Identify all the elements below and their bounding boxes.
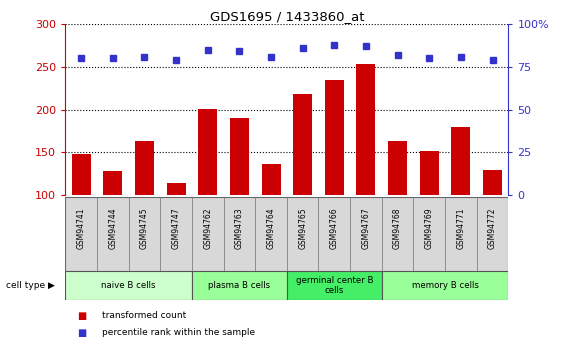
Bar [483,170,502,280]
Bar [135,141,154,280]
FancyBboxPatch shape [350,197,382,271]
FancyBboxPatch shape [192,271,287,300]
FancyBboxPatch shape [65,271,192,300]
FancyBboxPatch shape [255,197,287,271]
Text: GSM94768: GSM94768 [393,208,402,249]
Bar [388,141,407,280]
Text: GSM94772: GSM94772 [488,208,497,249]
Bar [230,118,249,280]
Bar [420,151,438,280]
FancyBboxPatch shape [65,197,97,271]
Text: GSM94766: GSM94766 [330,208,339,249]
Bar [357,64,375,280]
Text: ■: ■ [77,328,86,338]
FancyBboxPatch shape [192,197,224,271]
Bar [166,183,186,280]
Text: GSM94764: GSM94764 [266,208,275,249]
FancyBboxPatch shape [382,197,414,271]
FancyBboxPatch shape [224,197,255,271]
Text: GSM94741: GSM94741 [77,208,86,249]
Text: GSM94765: GSM94765 [298,208,307,249]
Bar [293,94,312,280]
Bar [103,171,122,280]
Text: GSM94769: GSM94769 [425,208,434,249]
Text: ■: ■ [77,311,86,321]
Bar [72,154,91,280]
Text: cell type ▶: cell type ▶ [6,281,55,290]
FancyBboxPatch shape [287,197,319,271]
FancyBboxPatch shape [414,197,445,271]
Text: memory B cells: memory B cells [412,281,478,290]
FancyBboxPatch shape [160,197,192,271]
FancyBboxPatch shape [477,197,508,271]
FancyBboxPatch shape [287,271,382,300]
Text: percentile rank within the sample: percentile rank within the sample [102,328,256,337]
Text: GSM94745: GSM94745 [140,208,149,249]
Text: transformed count: transformed count [102,311,186,320]
Bar [452,127,470,280]
FancyBboxPatch shape [97,197,128,271]
Text: naive B cells: naive B cells [101,281,156,290]
Text: GSM94762: GSM94762 [203,208,212,249]
FancyBboxPatch shape [445,197,477,271]
Text: GSM94744: GSM94744 [108,208,117,249]
FancyBboxPatch shape [128,197,160,271]
Bar [261,164,281,280]
FancyBboxPatch shape [382,271,508,300]
Bar [325,80,344,280]
Text: GSM94763: GSM94763 [235,208,244,249]
FancyBboxPatch shape [319,197,350,271]
Text: GSM94771: GSM94771 [457,208,465,249]
Text: germinal center B
cells: germinal center B cells [295,276,373,295]
Text: GSM94747: GSM94747 [172,208,181,249]
Bar [198,109,217,280]
Text: GSM94767: GSM94767 [361,208,370,249]
Text: GDS1695 / 1433860_at: GDS1695 / 1433860_at [210,10,364,23]
Text: plasma B cells: plasma B cells [208,281,270,290]
